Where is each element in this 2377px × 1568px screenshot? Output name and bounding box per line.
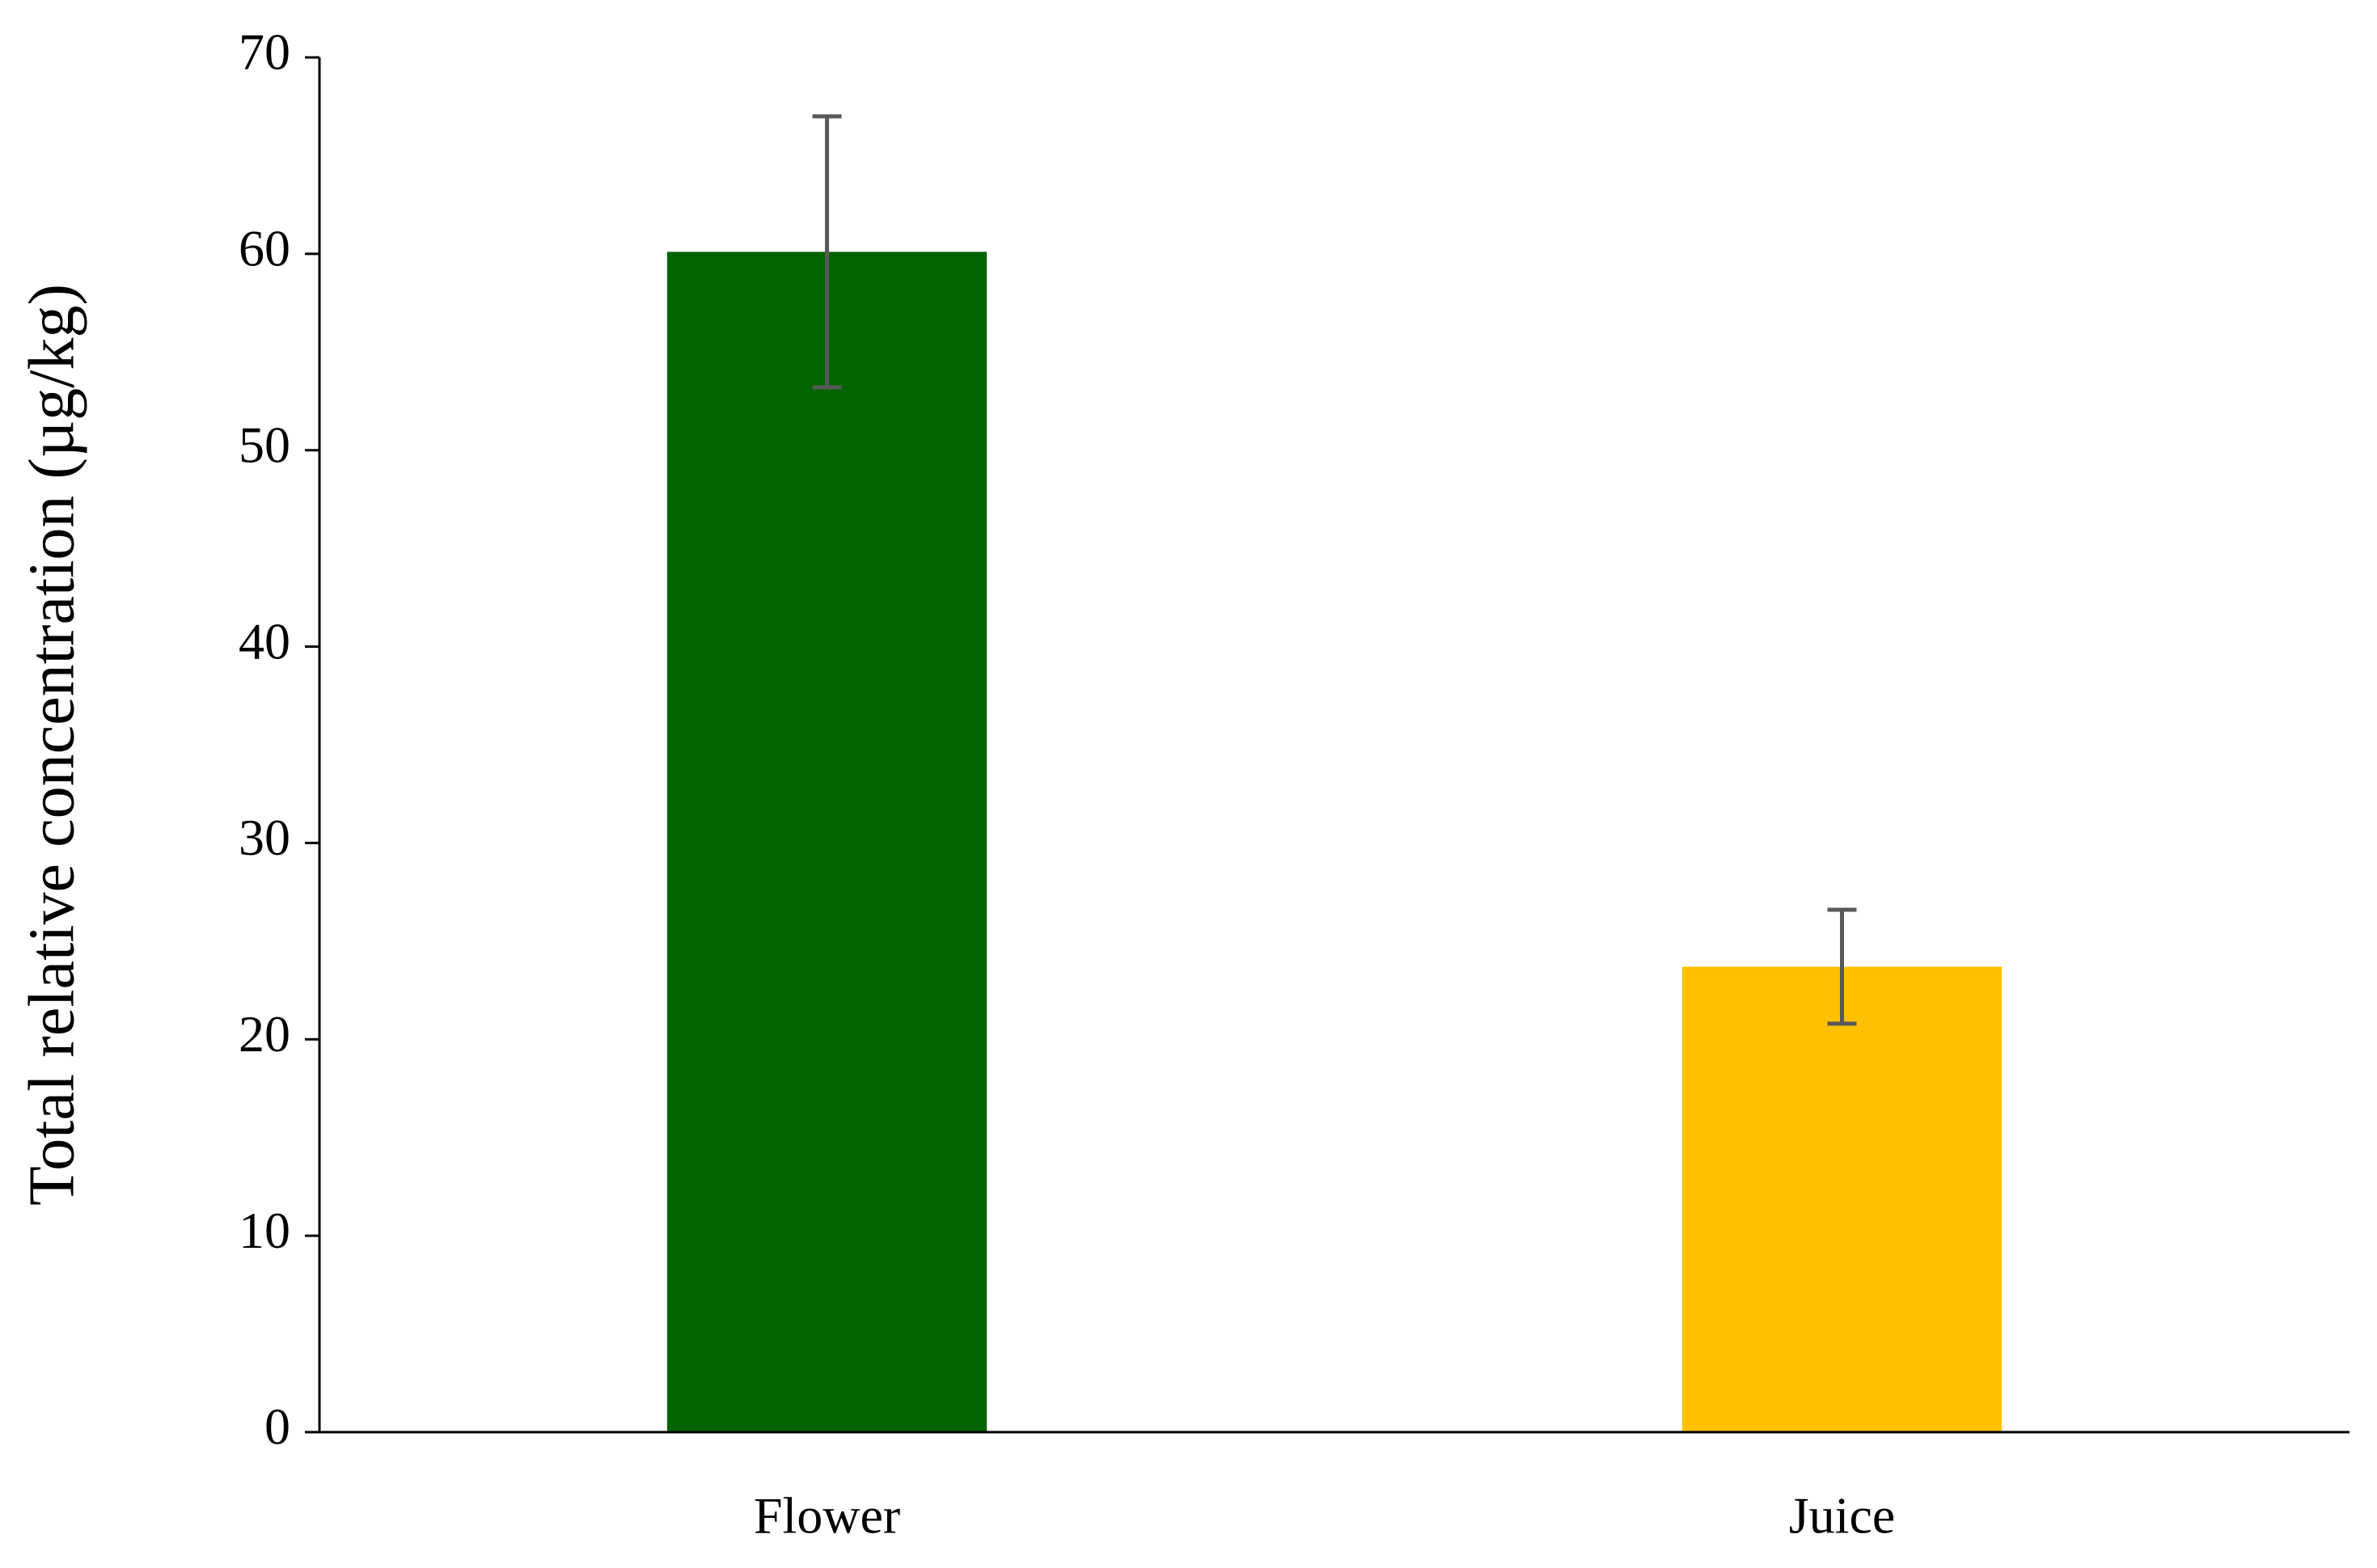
x-tick-label: Juice (1789, 1487, 1896, 1545)
y-tick-label: 10 (239, 1202, 290, 1259)
y-tick-label: 0 (264, 1398, 290, 1456)
y-tick-label: 50 (239, 416, 290, 473)
y-tick-label: 70 (239, 23, 290, 81)
y-tick-label: 40 (239, 612, 290, 670)
bar (1681, 966, 2003, 1432)
error-bar (812, 114, 842, 390)
y-tick-label: 30 (239, 809, 290, 866)
bar (666, 251, 988, 1432)
error-bar (1827, 907, 1857, 1026)
y-tick-label: 20 (239, 1005, 290, 1063)
y-tick-label: 60 (239, 220, 290, 277)
x-tick-label: Flower (754, 1487, 900, 1545)
y-axis-title: Total relative concentration (µg/kg) (16, 284, 87, 1206)
